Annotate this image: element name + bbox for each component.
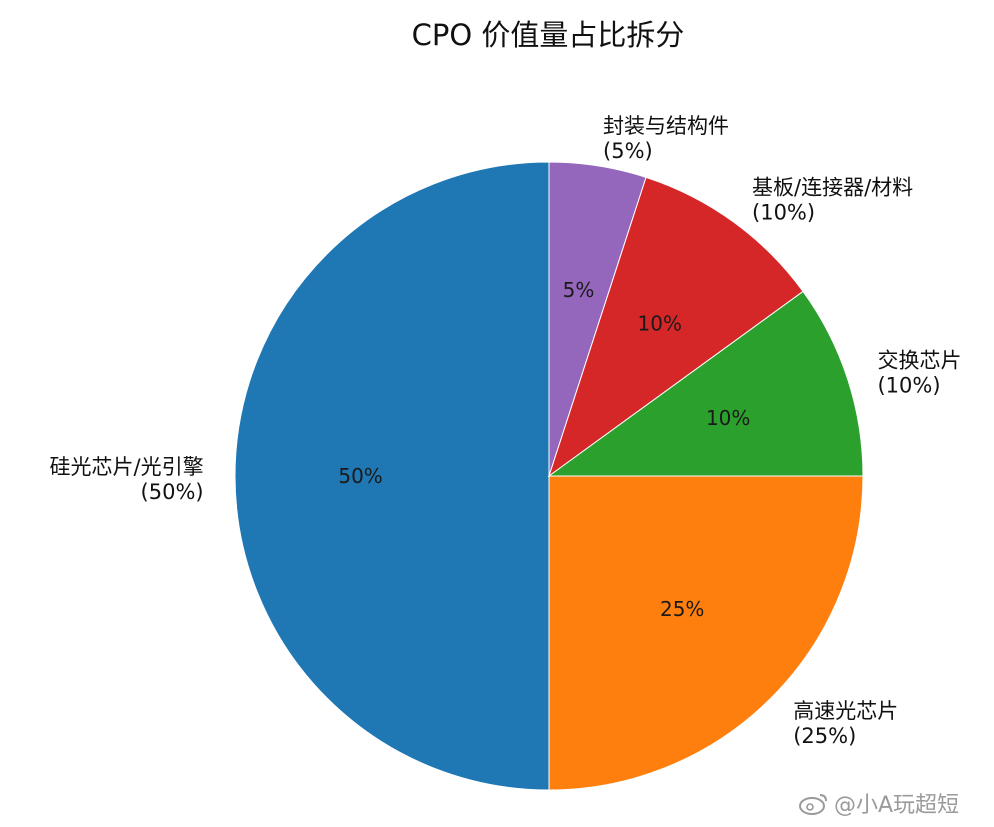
pie-inner-labels: 25% 50% 5% 10% 10% [338, 278, 750, 621]
pie-slice-name-4: 交换芯片 [877, 348, 961, 372]
pie-slice-label-2: 封装与结构件(5%) [603, 114, 729, 163]
pie-slice-pct-label-0: 25% [660, 597, 704, 621]
pie-slice-label-0: 高速光芯片(25%) [793, 699, 898, 748]
pie-slice-label-3: 基板/连接器/材料(10%) [752, 176, 913, 225]
pie-slice-outer-pct-2: (5%) [603, 139, 653, 163]
pie-slice-label-4: 交换芯片(10%) [877, 348, 961, 397]
pie-slice-name-2: 封装与结构件 [603, 114, 729, 138]
pie-slice-pct-label-4: 10% [706, 406, 750, 430]
pie-slice-name-0: 高速光芯片 [793, 699, 898, 723]
weibo-icon [799, 794, 827, 815]
pie-slice-outer-pct-1: (50%) [141, 480, 204, 504]
pie-slices [234, 161, 864, 791]
pie-slice-name-3: 基板/连接器/材料 [752, 176, 913, 200]
pie-slice-4 [547, 290, 864, 477]
pie-slice-3 [548, 176, 804, 478]
chart-title: CPO 价值量占比拆分 [412, 18, 685, 52]
pie-slice-outer-pct-0: (25%) [793, 724, 856, 748]
pie-slice-label-1: 硅光芯片/光引擎(50%) [50, 455, 204, 504]
pie-slice-1 [234, 161, 550, 791]
pie-slice-outer-pct-4: (10%) [877, 373, 940, 397]
pie-slice-pct-label-3: 10% [638, 312, 682, 336]
pie-slice-name-1: 硅光芯片/光引擎 [50, 455, 204, 479]
pie-slice-pct-label-1: 50% [338, 464, 382, 488]
pie-slice-pct-label-2: 5% [563, 278, 595, 302]
pie-slice-0 [548, 475, 864, 791]
pie-slice-outer-pct-3: (10%) [752, 201, 815, 225]
pie-outer-labels: 高速光芯片(25%) 硅光芯片/光引擎(50%) 封装与结构件(5%) 基板/连接器/… [50, 114, 962, 748]
watermark-text: @小A玩超短 [834, 793, 959, 818]
watermark: @小A玩超短 [799, 793, 959, 818]
